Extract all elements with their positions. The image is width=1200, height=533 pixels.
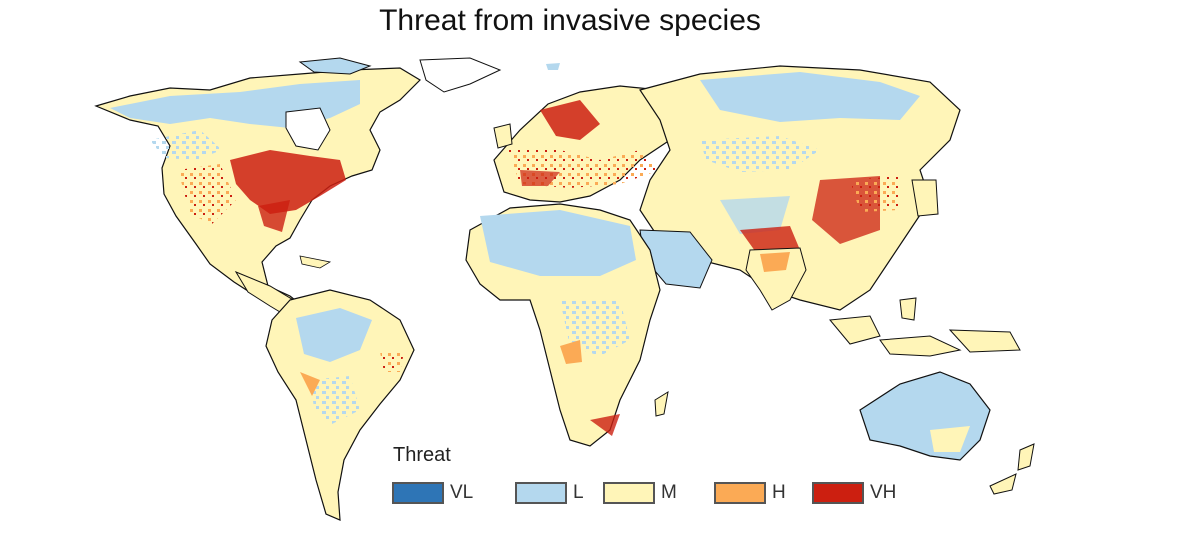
europe [493,85,681,203]
legend-label-l: L [573,482,584,503]
legend-swatch-vh [812,482,864,504]
legend-swatch-vl [392,482,444,504]
greenland [298,57,560,93]
southeast-asia [829,297,1021,357]
legend-label-vl: VL [450,482,474,503]
legend-swatch-m [603,482,655,504]
africa [465,203,669,447]
australia [859,371,991,461]
legend-label-m: M [661,482,677,503]
map-title: Threat from invasive species [379,4,761,37]
legend-swatch-h [714,482,766,504]
asia [639,65,961,311]
legend-label-h: H [772,482,786,503]
india [745,247,807,311]
new-zealand [989,443,1035,495]
legend-title: Threat [393,444,451,466]
north-america [94,67,421,313]
legend-swatch-l [515,482,567,504]
legend-label-vh: VH [870,482,897,503]
south-america [265,289,415,521]
